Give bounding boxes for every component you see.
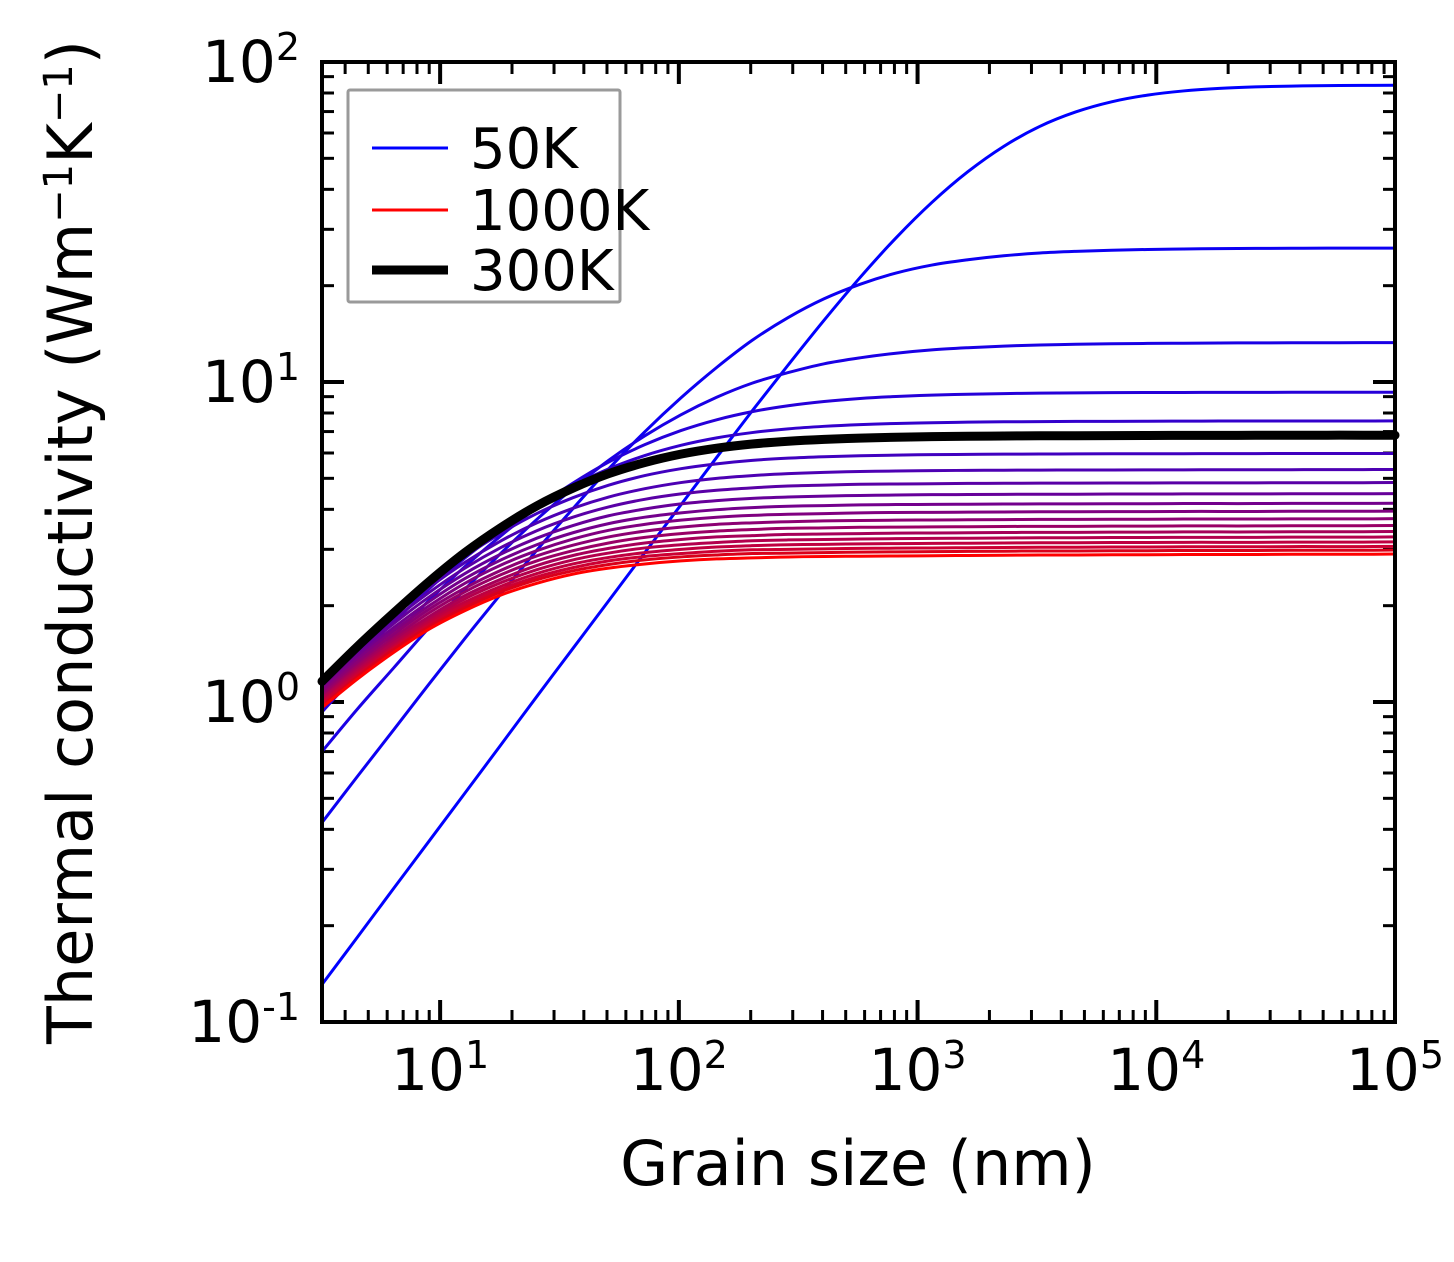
x-tick-label-0: 101 [391, 1033, 489, 1104]
curve-450K [320, 481, 1397, 685]
curve-350K [320, 451, 1397, 681]
legend-box [346, 88, 622, 304]
y-tick-label-0: 102 [202, 25, 300, 96]
curve-850K [320, 540, 1397, 704]
curve-500K [320, 492, 1397, 687]
curve-550K [320, 501, 1397, 689]
curve-650K [320, 517, 1397, 695]
curve-300K [317, 430, 1400, 686]
x-tick-label-4: 105 [1346, 1033, 1444, 1104]
y-axis-title: Thermal conductivity (Wm−1K−1) [34, 40, 107, 1045]
data-curves [317, 83, 1400, 986]
y-tick-label-1: 101 [202, 345, 300, 416]
y-tick-labels: 102 101 100 10-1 [188, 25, 300, 1056]
legend-label-300K: 300K [470, 239, 615, 304]
x-tick-labels: 101 102 103 104 105 [391, 1033, 1444, 1104]
axes-frame [320, 60, 1397, 1024]
legend-label-1000K: 1000K [470, 179, 651, 244]
curve-950K [320, 548, 1397, 708]
x-tick-label-2: 103 [869, 1033, 967, 1104]
y-tick-label-3: 10-1 [188, 985, 300, 1056]
legend-label-50K: 50K [470, 117, 579, 182]
x-tick-label-1: 102 [630, 1033, 728, 1104]
curve-900K [320, 544, 1397, 705]
y-tick-label-2: 100 [202, 665, 300, 736]
curve-800K [320, 535, 1397, 701]
x-tick-label-3: 104 [1107, 1033, 1205, 1104]
curve-400K [320, 467, 1397, 682]
curve-750K [320, 530, 1397, 700]
x-axis-title: Grain size (nm) [620, 1127, 1096, 1200]
curve-600K [320, 509, 1397, 692]
curve-1000K [320, 552, 1397, 710]
curve-200K [320, 390, 1397, 714]
curve-50K [320, 83, 1397, 986]
curve-700K [320, 524, 1397, 697]
